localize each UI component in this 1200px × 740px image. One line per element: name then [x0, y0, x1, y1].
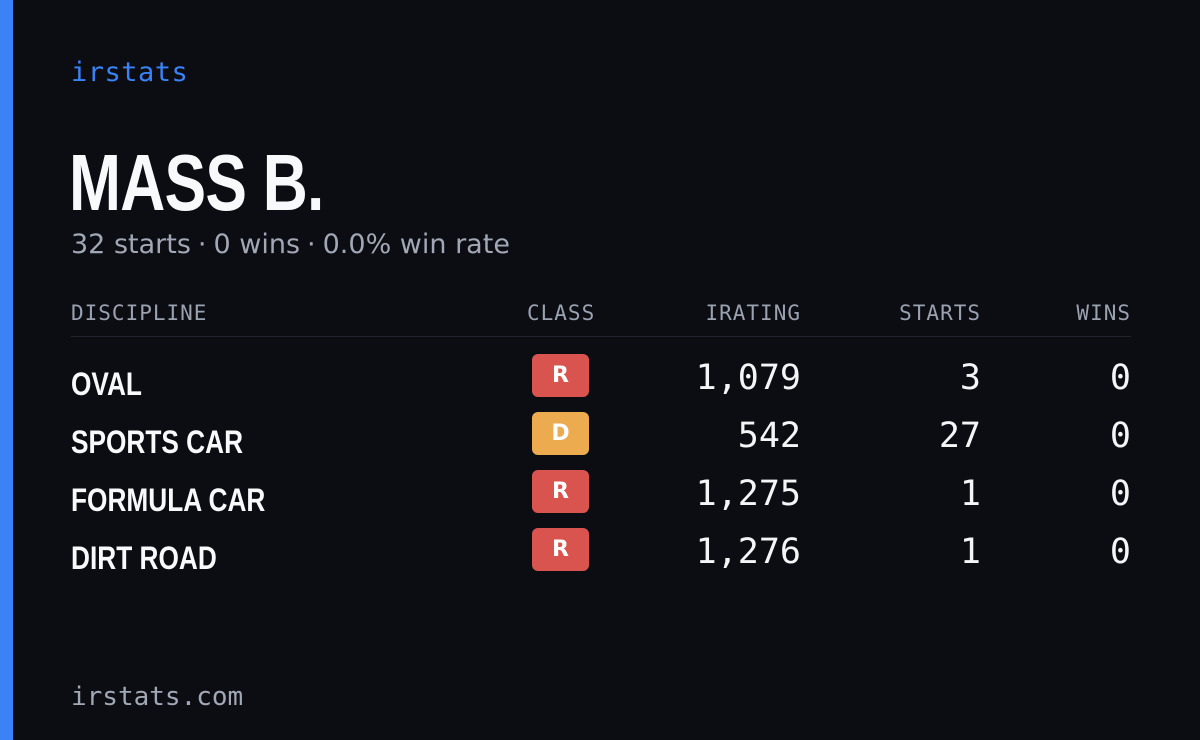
irating-value: 542: [737, 416, 801, 456]
header-irating: IRATING: [705, 301, 801, 325]
discipline-table: OVAL R 1,079 3 0 SPORTS CAR D 542 27 0 F…: [71, 352, 1131, 584]
wins-value: 0: [1109, 474, 1131, 514]
header-discipline: DISCIPLINE: [71, 301, 208, 325]
discipline-name: SPORTS CAR: [71, 424, 244, 460]
wins-value: 0: [1109, 358, 1131, 398]
class-badge: R: [532, 354, 589, 397]
table-row: DIRT ROAD R 1,276 1 0: [71, 526, 1131, 584]
irating-value: 1,276: [695, 532, 801, 572]
class-badge: R: [532, 470, 589, 513]
wins-value: 0: [1109, 532, 1131, 572]
driver-summary: 32 starts · 0 wins · 0.0% win rate: [71, 227, 510, 263]
table-row: OVAL R 1,079 3 0: [71, 352, 1131, 410]
table-header: DISCIPLINE CLASS IRATING STARTS WINS: [71, 298, 1131, 337]
starts-summary: 32 starts: [71, 229, 191, 260]
discipline-name: FORMULA CAR: [71, 482, 266, 518]
footer-url[interactable]: irstats.com: [71, 682, 244, 712]
wins-value: 0: [1109, 416, 1131, 456]
brand-logo-text[interactable]: irstats: [71, 57, 189, 88]
irating-value: 1,079: [695, 358, 801, 398]
class-badge: R: [532, 528, 589, 571]
header-wins: WINS: [1076, 301, 1131, 325]
table-row: FORMULA CAR R 1,275 1 0: [71, 468, 1131, 526]
summary-separator: ·: [197, 229, 207, 260]
starts-value: 27: [938, 416, 981, 456]
table-row: SPORTS CAR D 542 27 0: [71, 410, 1131, 468]
class-badge: D: [532, 412, 589, 455]
driver-name: MASS B.: [69, 138, 324, 227]
starts-value: 3: [959, 358, 981, 398]
summary-separator: ·: [307, 229, 316, 260]
discipline-name: OVAL: [71, 366, 142, 402]
win-rate-summary: 0.0% win rate: [322, 229, 510, 260]
starts-value: 1: [959, 474, 981, 514]
wins-summary: 0 wins: [213, 229, 301, 260]
discipline-name: DIRT ROAD: [71, 540, 217, 576]
header-starts: STARTS: [899, 301, 981, 325]
starts-value: 1: [959, 532, 981, 572]
irating-value: 1,275: [695, 474, 801, 514]
accent-bar: [0, 0, 13, 740]
header-class: CLASS: [527, 301, 596, 325]
